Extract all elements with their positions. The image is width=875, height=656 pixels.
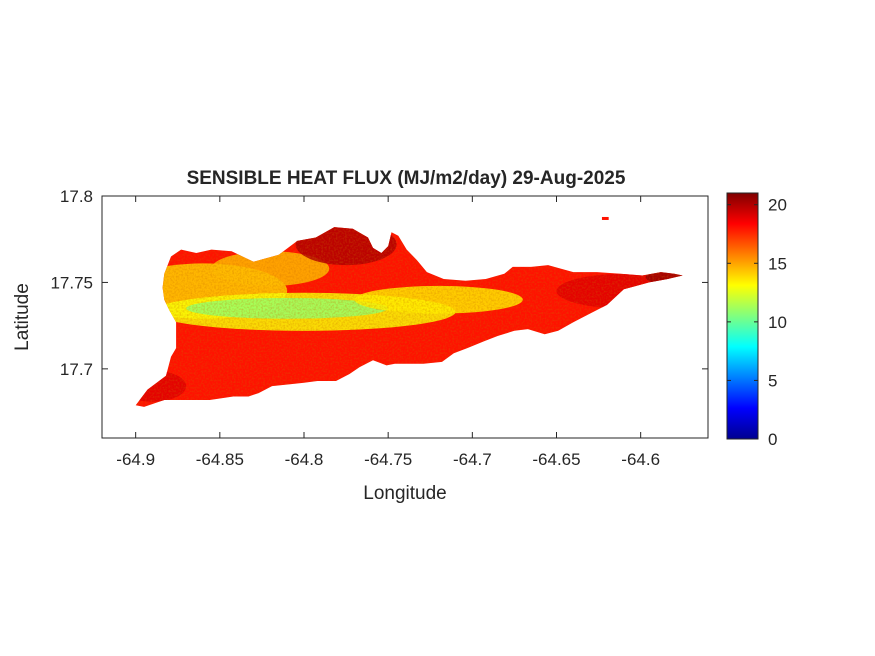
y-tick-label: 17.75	[50, 273, 93, 292]
colorbar-tick-label: 20	[768, 196, 787, 215]
y-tick-label: 17.8	[60, 187, 93, 206]
colorbar-tick-label: 15	[768, 254, 787, 273]
plot-area	[101, 195, 709, 439]
x-tick-label: -64.7	[453, 450, 492, 469]
x-tick-label: -64.9	[116, 450, 155, 469]
y-tick-label: 17.7	[60, 360, 93, 379]
colorbar-tick-label: 10	[768, 313, 787, 332]
x-tick-label: -64.6	[621, 450, 660, 469]
colorbar-ticks: 0 5 10 15 20	[727, 196, 787, 449]
colorbar-tick-label: 0	[768, 430, 777, 449]
x-tick-label: -64.8	[285, 450, 324, 469]
chart-title: SENSIBLE HEAT FLUX (MJ/m2/day) 29-Aug-20…	[187, 168, 626, 189]
y-axis-label: Latitude	[12, 283, 33, 351]
y-axis-ticks: 17.7 17.75 17.8	[50, 187, 708, 379]
x-tick-label: -64.85	[196, 450, 244, 469]
x-axis-ticks: -64.9 -64.85 -64.8 -64.75 -64.7 -64.65 -64.6	[116, 196, 660, 469]
x-tick-label: -64.75	[364, 450, 412, 469]
x-tick-label: -64.65	[532, 450, 580, 469]
x-axis-label: Longitude	[363, 483, 446, 504]
colorbar: 0 5 10 15 20	[726, 192, 787, 449]
colorbar-tick-label: 5	[768, 371, 777, 390]
colorbar-gradient	[726, 192, 759, 440]
